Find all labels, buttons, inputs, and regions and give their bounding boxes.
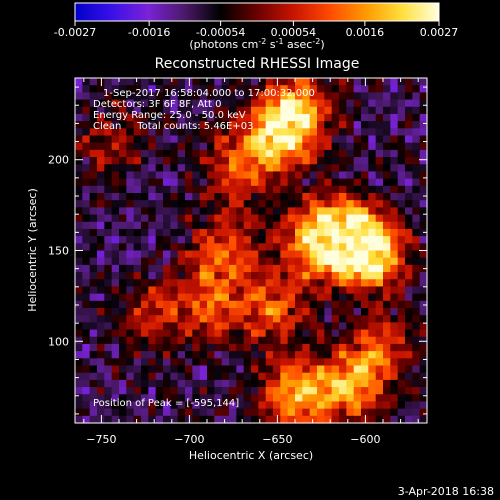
colorbar: -0.0027 -0.0016 -0.00054 0.00054 0.0016 0.002… <box>54 2 458 51</box>
x-tick-label: −700 <box>174 433 204 446</box>
heatmap-image <box>75 78 428 424</box>
x-axis-label: Heliocentric X (arcsec) <box>189 449 313 462</box>
annotation-block: 1-Sep-2017 16:58:04.000 to 17:00:32.000 … <box>93 88 315 132</box>
annotation-energy-range: Energy Range: 25.0 - 50.0 keV <box>93 110 246 121</box>
colorbar-ramp <box>74 2 440 22</box>
colorbar-tick-label: -0.0016 <box>128 26 170 39</box>
colorbar-tick-label: 0.0027 <box>420 26 459 39</box>
colorbar-tick-label: 0.0016 <box>346 26 385 39</box>
colorbar-tick-label: -0.0027 <box>54 26 96 39</box>
colorbar-tick-label: 0.00054 <box>271 26 317 39</box>
y-tick-label: 200 <box>48 154 69 167</box>
y-axis-label: Heliocentric Y (arcsec) <box>26 188 39 312</box>
x-tick-label: −600 <box>350 433 380 446</box>
x-tick-label: −650 <box>262 433 292 446</box>
colorbar-ticks: -0.0027 -0.0016 -0.00054 0.00054 0.0016 0.002… <box>54 21 458 39</box>
x-axis-ticks: −750 −700 −650 −600 <box>83 78 419 446</box>
x-tick-label: −750 <box>86 433 116 446</box>
annotation-time-range: 1-Sep-2017 16:58:04.000 to 17:00:32.000 <box>103 88 315 99</box>
y-tick-label: 150 <box>48 245 69 258</box>
y-tick-label: 100 <box>48 335 69 348</box>
annotation-clean-counts: Clean Total counts: 5.46E+03 <box>93 121 253 132</box>
annotation-detectors: Detectors: 3F 6F 8F, Att 0 <box>93 99 221 110</box>
peak-position-label: Position of Peak = [-595,144] <box>93 398 239 409</box>
footer-date: 3-Apr-2018 16:38 <box>398 485 494 498</box>
colorbar-unit-label: (photons cm-2 s-1 asec-2) <box>189 37 324 51</box>
chart-title: Reconstructed RHESSI Image <box>155 56 360 72</box>
colorbar-tick-label: -0.00054 <box>196 26 245 39</box>
y-axis-ticks: 100 150 200 <box>48 86 427 415</box>
